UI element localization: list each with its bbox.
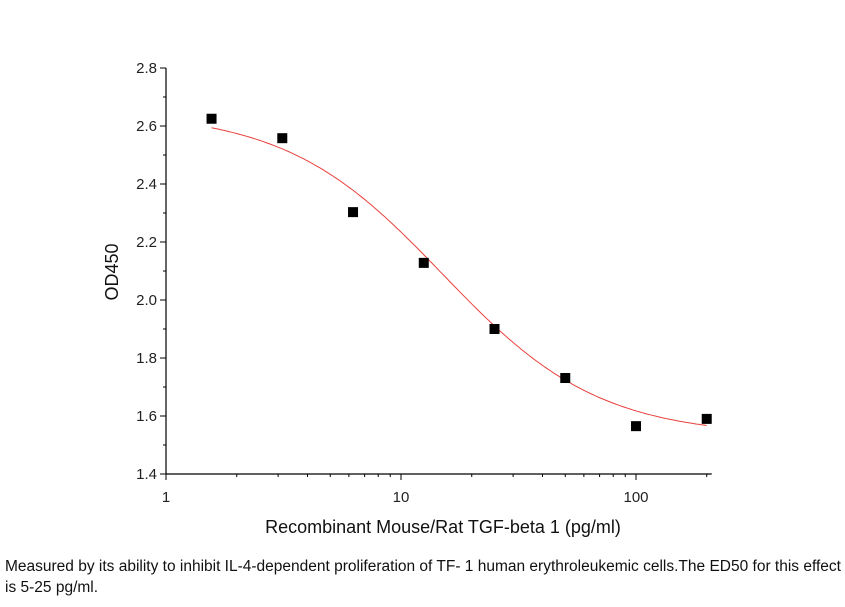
data-point <box>348 207 359 218</box>
x-tick-label: 10 <box>393 489 410 506</box>
data-point <box>489 324 500 334</box>
y-tick-label: 1.6 <box>136 408 157 425</box>
y-tick-label: 2.6 <box>136 118 157 135</box>
y-tick-label: 2.8 <box>136 60 157 77</box>
y-tick-label: 1.4 <box>136 466 157 483</box>
data-point <box>418 257 429 268</box>
y-tick-label: 2.4 <box>136 176 157 193</box>
data-point <box>277 133 288 144</box>
y-tick-label: 1.8 <box>136 350 157 367</box>
x-tick-label: 1 <box>162 489 170 506</box>
y-tick-label: 2.2 <box>136 234 157 251</box>
x-axis-label: Recombinant Mouse/Rat TGF-beta 1 (pg/ml) <box>265 517 621 537</box>
data-point <box>560 373 571 384</box>
caption: Measured by its ability to inhibit IL-4-… <box>5 558 841 596</box>
data-point <box>701 413 712 424</box>
data-point <box>206 113 217 124</box>
y-axis-label: OD450 <box>102 243 122 300</box>
data-point <box>631 421 641 432</box>
data-points <box>206 113 712 432</box>
fit-curve <box>211 127 707 426</box>
axes: 1.4 1.6 1.8 2.0 2.2 2.4 2.6 2.8 1 10 100 <box>136 60 712 506</box>
x-tick-label: 100 <box>623 489 648 506</box>
y-tick-label: 2.0 <box>136 292 157 309</box>
